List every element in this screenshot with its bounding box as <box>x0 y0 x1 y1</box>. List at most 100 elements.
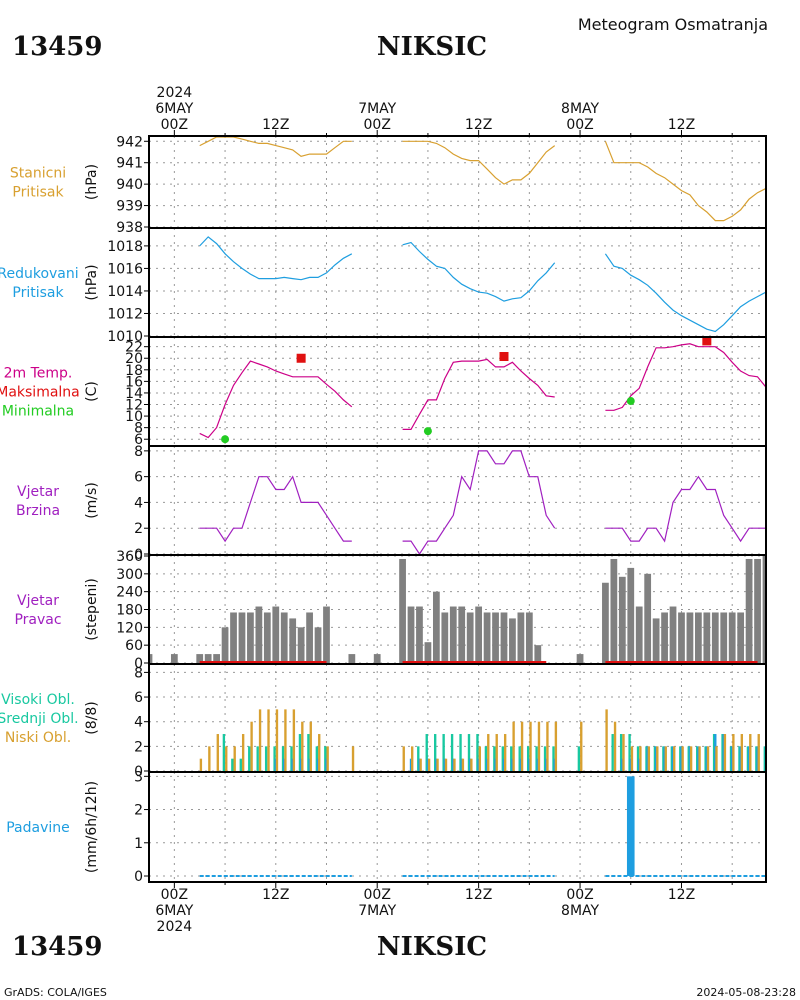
cloud-bar <box>673 746 676 771</box>
time-label: 00Z <box>364 117 391 133</box>
cloud-bar <box>664 746 667 771</box>
cloud-bar <box>512 721 515 771</box>
cloud-bar <box>258 709 262 771</box>
y-axis-label: (stepeni) <box>84 578 100 641</box>
cloud-bar <box>628 734 631 771</box>
station-name-bottom: NIKSIC <box>377 932 487 962</box>
panel-plot-area <box>149 664 766 772</box>
time-label: 12Z <box>465 117 492 133</box>
panel-6: 0 2 4 6 8 (8/8) Visoki Obl. Srednji Obl. Niski O… <box>0 663 767 780</box>
series-line <box>605 475 766 543</box>
wind-direction-bar <box>323 606 330 663</box>
wind-direction-bar <box>416 606 423 663</box>
cloud-bar <box>647 746 651 771</box>
cloud-bar <box>411 746 414 771</box>
wind-direction-bar <box>695 612 702 663</box>
wind-direction-bar <box>458 606 466 663</box>
panel-label: Maksimalna <box>0 385 80 401</box>
panel-plot-area <box>149 446 766 555</box>
panel-label: Redukovani <box>0 266 79 282</box>
cloud-bar <box>554 721 558 771</box>
y-tick-label: 16 <box>125 374 143 390</box>
panel-1: 938 939 940 941 942 (hPa) Stanicni Pritisak <box>10 134 767 236</box>
y-tick-label: 941 <box>116 156 143 172</box>
y-tick-label: 3 <box>134 769 143 785</box>
cloud-bar <box>537 721 541 771</box>
series-line <box>402 140 556 185</box>
time-label: 2024 <box>157 919 193 935</box>
cloud-bar <box>706 746 710 771</box>
wind-direction-bar <box>230 612 237 663</box>
panel-plot-area <box>149 555 766 664</box>
cloud-bar <box>459 734 462 771</box>
y-tick-label: 0 <box>134 869 143 885</box>
panel-label: Minimalna <box>2 404 74 420</box>
y-axis-label: (mm/6h/12h) <box>84 781 100 873</box>
wind-direction-bar <box>204 654 212 663</box>
wind-direction-bar <box>762 556 766 663</box>
y-tick-label: 1010 <box>107 329 143 345</box>
cloud-bar <box>611 734 614 771</box>
cloud-bar <box>275 709 279 771</box>
y-tick-label: 120 <box>116 620 143 636</box>
cloud-bar <box>529 721 532 771</box>
y-axis-label: (8/8) <box>84 701 100 734</box>
cloud-bar <box>698 746 701 771</box>
time-label: 12Z <box>465 887 492 903</box>
y-axis-label: (m/s) <box>84 482 100 519</box>
wind-direction-bar <box>618 576 626 663</box>
cloud-bar <box>298 734 302 771</box>
wind-direction-bar <box>272 606 280 663</box>
y-tick-label: 20 <box>125 351 143 367</box>
panel-label: Brzina <box>16 503 60 519</box>
cloud-bar <box>453 758 456 771</box>
cloud-bar <box>326 746 329 771</box>
wind-direction-bar <box>652 618 660 663</box>
y-tick-label: 2 <box>134 521 143 537</box>
cloud-bar <box>222 734 226 771</box>
y-tick-label: 240 <box>116 585 143 601</box>
tmax-marker <box>499 352 509 362</box>
cloud-bar <box>318 734 321 771</box>
cloud-bar <box>630 746 634 771</box>
wind-direction-bar <box>686 612 694 663</box>
grads-credit: GrADS: COLA/IGES <box>4 986 107 999</box>
wind-direction-bar <box>297 627 305 663</box>
time-label: 6MAY <box>155 101 193 117</box>
y-tick-label: 18 <box>125 363 143 379</box>
cloud-bar <box>605 709 608 771</box>
y-tick-label: 1018 <box>107 239 143 255</box>
panel-label: Vjetar <box>17 484 59 500</box>
panel-frame <box>148 771 767 883</box>
cloud-bar <box>239 758 242 771</box>
cloud-bar <box>248 746 251 771</box>
time-label: 7MAY <box>358 101 396 117</box>
precip-bar <box>626 776 635 877</box>
cloud-bar <box>467 734 471 771</box>
panel-plot-area <box>149 772 766 882</box>
cloud-bar <box>495 734 498 771</box>
cloud-bar <box>681 746 684 771</box>
y-tick-label: 8 <box>134 421 143 437</box>
wind-direction-bar <box>509 618 516 663</box>
panel-label: Visoki Obl. <box>1 692 75 708</box>
cloud-bar <box>689 746 693 771</box>
panel-frame <box>148 336 767 447</box>
panel-frame <box>148 135 767 229</box>
time-label: 00Z <box>566 117 593 133</box>
wind-direction-bar <box>737 612 745 663</box>
cloud-bar <box>639 746 642 771</box>
time-label: 8MAY <box>561 101 599 117</box>
cloud-bar <box>267 709 270 771</box>
wind-direction-bar <box>255 606 263 663</box>
cloud-bar <box>419 758 422 771</box>
panel-plot-area <box>149 228 766 337</box>
y-tick-label: 1016 <box>107 261 143 277</box>
series-line <box>199 236 353 281</box>
panel-label: 2m Temp. <box>4 366 73 382</box>
wind-direction-bar <box>449 606 457 663</box>
time-label: 12Z <box>668 887 695 903</box>
